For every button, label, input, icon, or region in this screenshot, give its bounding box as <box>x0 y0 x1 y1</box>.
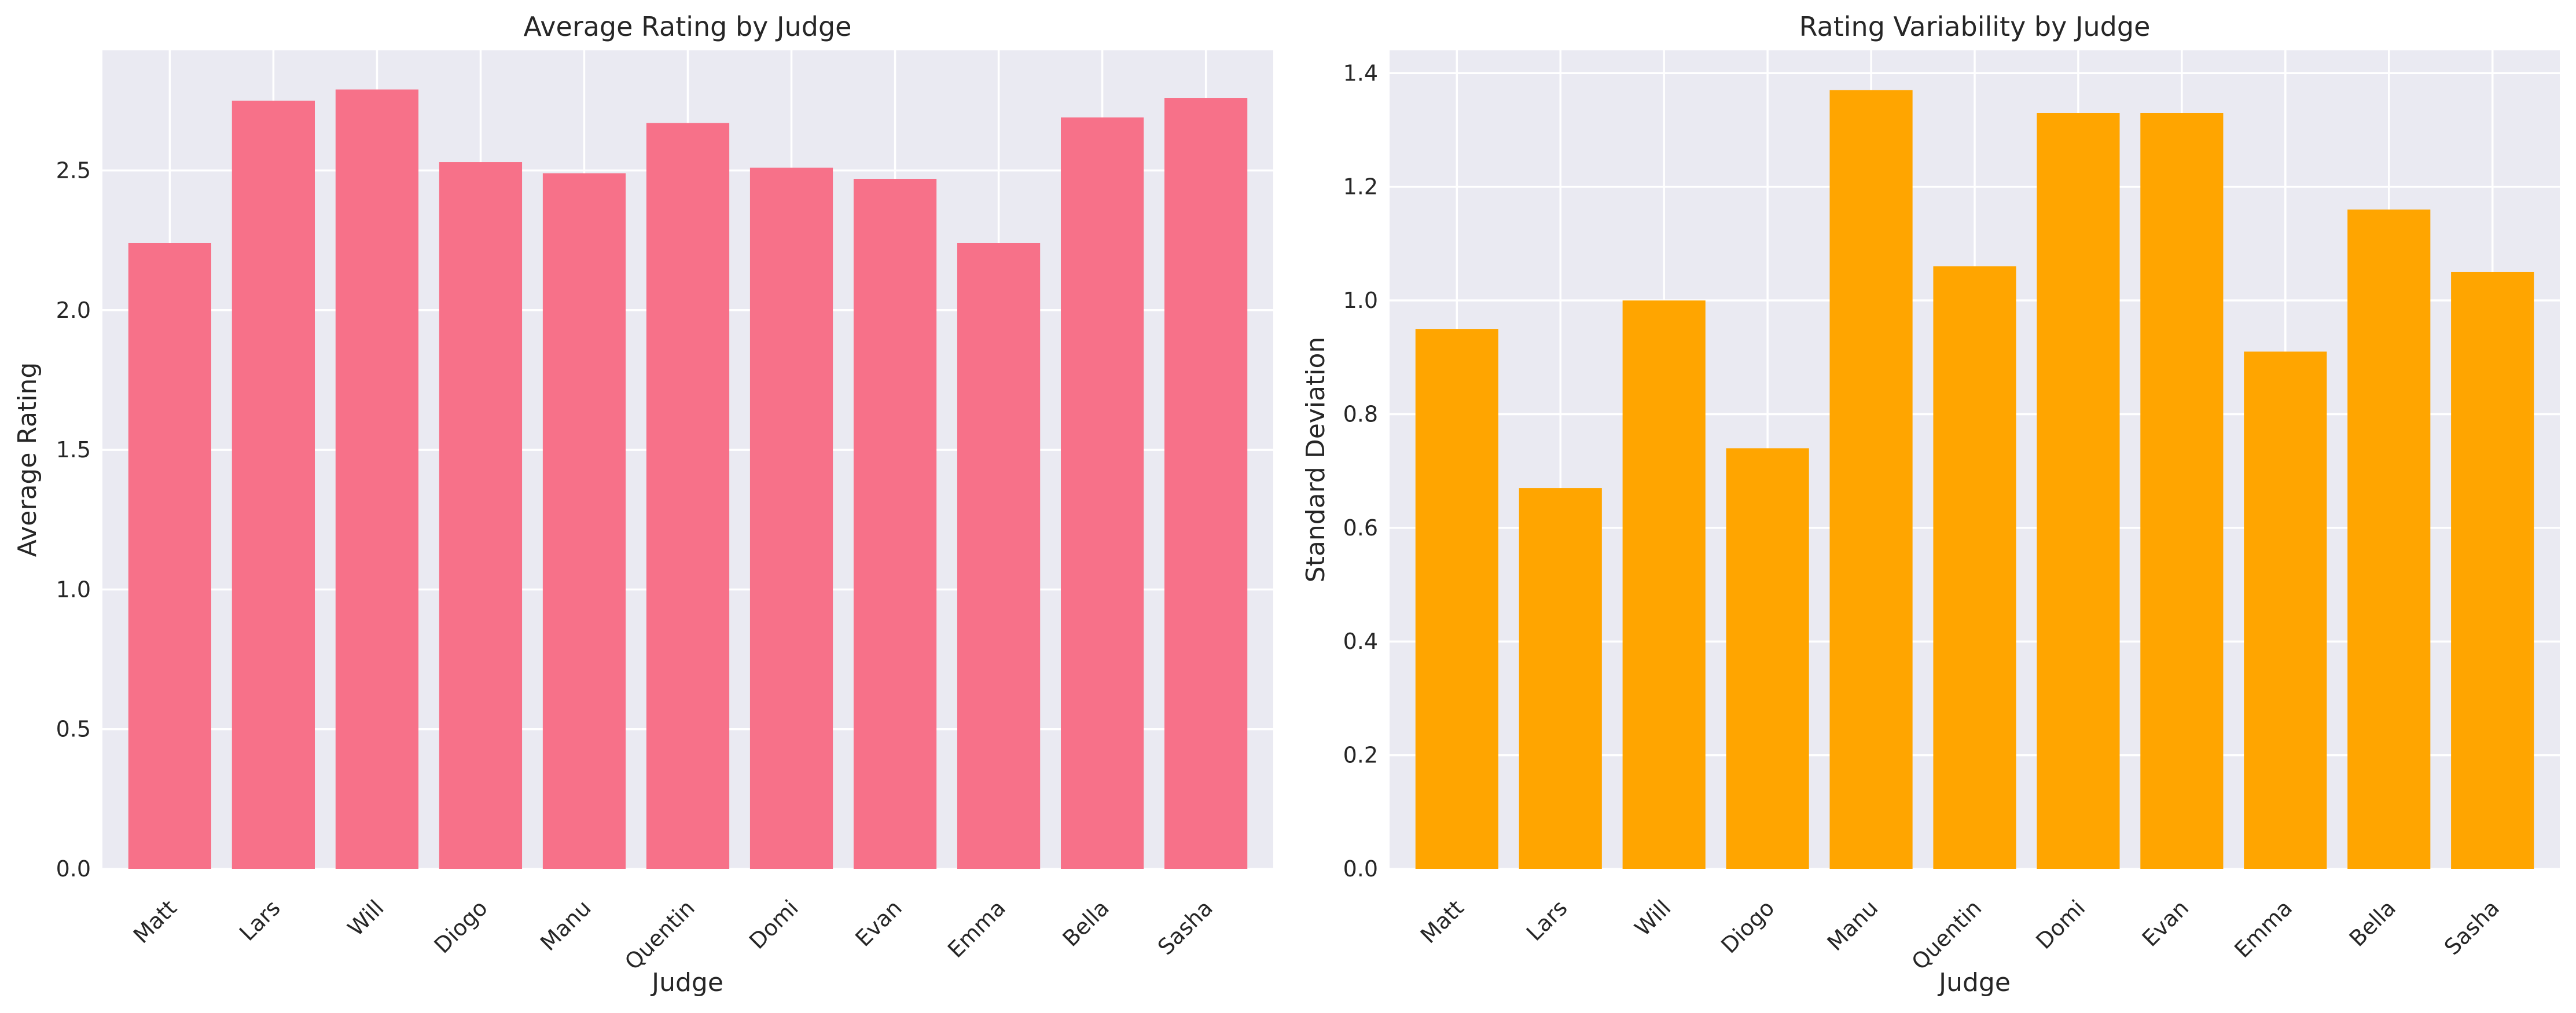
x-tick-label: Diogo <box>429 895 493 958</box>
x-tick-label: Bella <box>2345 895 2401 951</box>
x-tick-label: Matt <box>128 895 182 948</box>
bars <box>128 89 1248 869</box>
bar-evan <box>2140 113 2224 869</box>
bar-emma <box>2244 351 2327 869</box>
bar-bella <box>2347 209 2431 869</box>
bar-will <box>335 89 419 869</box>
chart-title: Rating Variability by Judge <box>1799 11 2151 42</box>
bar-quentin <box>1933 266 2016 869</box>
bar-domi <box>749 167 833 869</box>
y-tick-label: 1.0 <box>56 577 91 602</box>
y-tick-label: 0.0 <box>1343 856 1378 882</box>
x-tick-label: Will <box>1630 895 1675 941</box>
bars <box>1415 90 2534 869</box>
x-tick-label: Evan <box>850 895 906 951</box>
x-tick-label: Will <box>343 895 388 941</box>
x-tick-label: Manu <box>535 895 596 956</box>
y-tick-label: 1.4 <box>1343 60 1378 86</box>
y-tick-label: 0.8 <box>1343 401 1378 427</box>
bar-sasha <box>2451 271 2534 869</box>
x-tick-label: Lars <box>1522 895 1572 946</box>
chart-title: Average Rating by Judge <box>524 11 852 42</box>
x-tick-label: Domi <box>2031 895 2090 954</box>
bar-quentin <box>646 123 730 869</box>
x-tick-labels: Matt Lars Will Diogo Manu Quentin Domi Evan Emma… <box>1416 895 2504 975</box>
average-rating-chart: 0.0 0.5 1.0 1.5 2.0 2.5 Matt Lars Will Diogo Manu… <box>13 11 1273 997</box>
bar-sasha <box>1164 98 1248 869</box>
y-tick-label: 0.2 <box>1343 743 1378 768</box>
y-tick-label: 0.0 <box>56 856 91 882</box>
bar-diogo <box>1726 448 1809 869</box>
x-tick-label: Quentin <box>620 895 700 975</box>
y-tick-label: 2.5 <box>56 158 91 183</box>
x-tick-label: Lars <box>234 895 285 946</box>
x-tick-label: Emma <box>943 895 1010 963</box>
x-axis-label: Judge <box>1937 968 2011 997</box>
bar-lars <box>1519 488 1602 869</box>
x-tick-label: Sasha <box>2439 895 2504 960</box>
bar-matt <box>128 243 211 869</box>
x-tick-label: Emma <box>2229 895 2297 963</box>
y-tick-label: 1.2 <box>1343 174 1378 200</box>
bar-manu <box>542 173 626 869</box>
bar-evan <box>853 178 937 869</box>
x-tick-label: Matt <box>1416 895 1469 948</box>
bar-diogo <box>439 162 523 869</box>
x-tick-label: Diogo <box>1716 895 1779 958</box>
x-tick-label: Sasha <box>1153 895 1218 960</box>
x-tick-label: Domi <box>744 895 803 954</box>
y-tick-label: 2.0 <box>56 298 91 323</box>
x-tick-label: Manu <box>1822 895 1883 956</box>
bar-domi <box>2037 113 2120 869</box>
y-axis-label: Standard Deviation <box>1301 337 1331 583</box>
y-tick-label: 0.5 <box>56 717 91 742</box>
y-tick-label: 0.4 <box>1343 629 1378 654</box>
bar-lars <box>231 100 315 869</box>
bar-emma <box>957 243 1041 869</box>
y-tick-label: 1.0 <box>1343 288 1378 313</box>
bar-matt <box>1415 329 1498 869</box>
x-tick-labels: Matt Lars Will Diogo Manu Quentin Domi Evan Emma… <box>128 895 1218 975</box>
x-tick-label: Quentin <box>1906 895 1986 975</box>
y-tick-labels: 0.0 0.2 0.4 0.6 0.8 1.0 1.2 1.4 <box>1343 60 1378 882</box>
y-tick-label: 1.5 <box>56 437 91 463</box>
bar-will <box>1622 300 1706 869</box>
y-tick-labels: 0.0 0.5 1.0 1.5 2.0 2.5 <box>56 158 91 882</box>
bar-bella <box>1060 117 1144 869</box>
bar-manu <box>1829 90 1913 869</box>
y-axis-label: Average Rating <box>13 362 42 557</box>
x-tick-label: Bella <box>1057 895 1114 951</box>
x-axis-label: Judge <box>650 968 723 997</box>
rating-variability-chart: 0.0 0.2 0.4 0.6 0.8 1.0 1.2 1.4 Matt Lars Will Dio… <box>1301 11 2560 997</box>
x-tick-label: Evan <box>2137 895 2193 951</box>
y-tick-label: 0.6 <box>1343 515 1378 541</box>
